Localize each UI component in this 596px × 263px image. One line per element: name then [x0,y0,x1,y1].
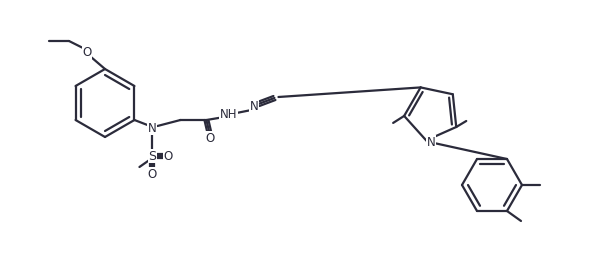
Text: O: O [206,132,215,144]
Text: N: N [250,100,259,114]
Text: N: N [427,136,436,149]
Text: N: N [148,122,157,134]
Text: NH: NH [220,109,237,122]
Text: O: O [148,168,157,180]
Text: S: S [148,149,156,163]
Text: O: O [82,47,92,59]
Text: O: O [164,149,173,163]
